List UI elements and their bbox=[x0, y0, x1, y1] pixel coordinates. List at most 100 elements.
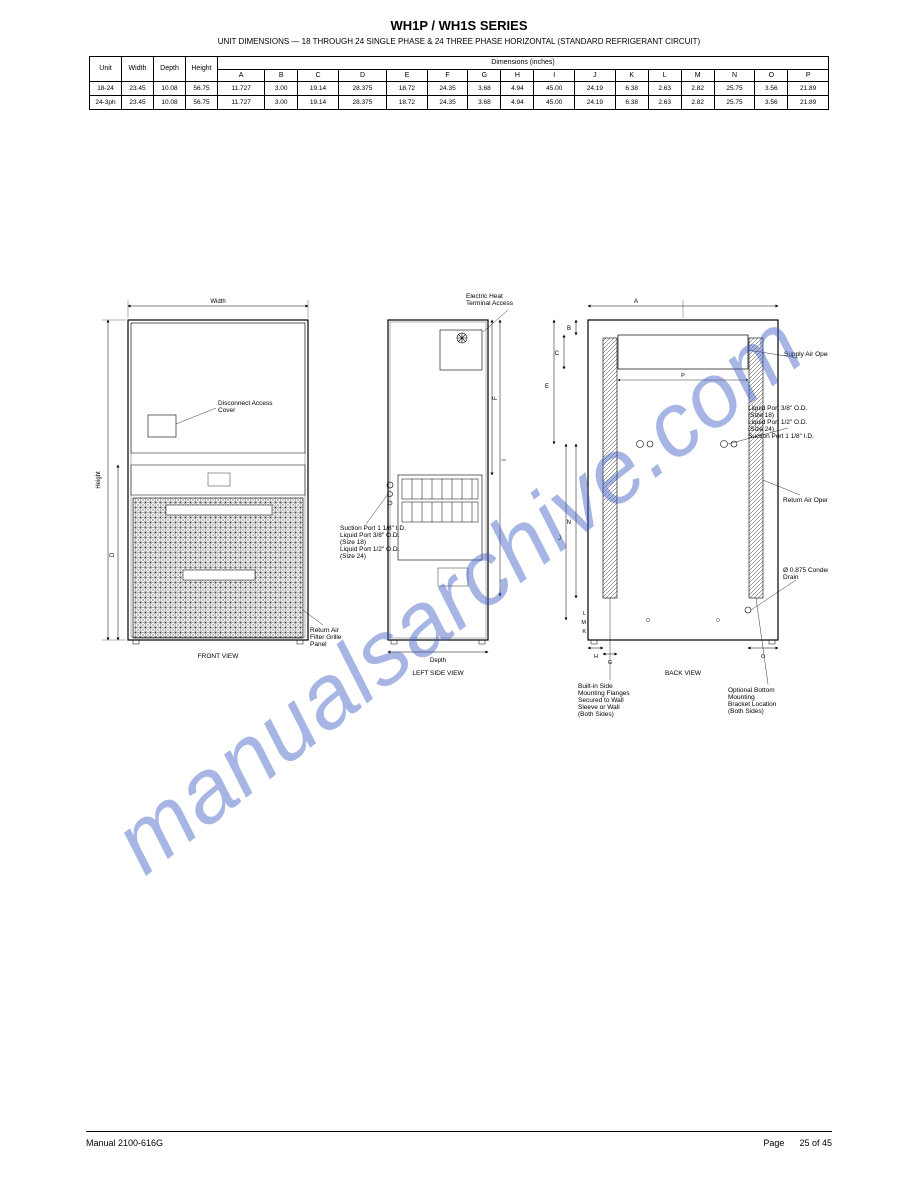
col-K: K bbox=[615, 69, 648, 82]
col-P: P bbox=[788, 69, 829, 82]
dim-B: B bbox=[567, 326, 571, 332]
callout-return: Return Air Opening bbox=[783, 497, 828, 504]
terminal-icon bbox=[457, 333, 467, 343]
cell: 23.45 bbox=[122, 82, 154, 96]
col-O: O bbox=[755, 69, 788, 82]
cell: 2.63 bbox=[648, 82, 681, 96]
col-unit: Unit bbox=[90, 57, 122, 82]
cell: 4.94 bbox=[501, 82, 534, 96]
cell: 3.56 bbox=[755, 82, 788, 96]
col-B: B bbox=[265, 69, 298, 82]
front-view-label: FRONT VIEW bbox=[198, 653, 240, 660]
cell: 56.75 bbox=[186, 96, 218, 110]
cell: 4.94 bbox=[501, 96, 534, 110]
callout-bracket: Optional Bottom Mounting Bracket Locatio… bbox=[728, 687, 778, 715]
table-row: 24-3ph 23.45 10.08 56.75 11.727 3.00 19.… bbox=[90, 96, 829, 110]
cell: 3.00 bbox=[265, 96, 298, 110]
cell: 3.68 bbox=[468, 96, 501, 110]
callout-grille: Return Air Filter Grille Panel bbox=[310, 627, 343, 648]
dim-I: I bbox=[502, 459, 508, 461]
front-view: rect Width Height D FRONT VIEW Disconnec… bbox=[96, 299, 343, 660]
footer-left: Manual 2100-616G bbox=[86, 1138, 163, 1148]
dim-depth: Depth bbox=[430, 658, 446, 664]
col-A: A bbox=[218, 69, 265, 82]
cell: 2.63 bbox=[648, 96, 681, 110]
col-M: M bbox=[681, 69, 714, 82]
cell: 19.14 bbox=[298, 82, 339, 96]
cell: 19.14 bbox=[298, 96, 339, 110]
dim-M: M bbox=[581, 620, 586, 626]
page-subtitle: UNIT DIMENSIONS — 18 THROUGH 24 SINGLE P… bbox=[0, 37, 918, 56]
footer-page-num: 25 of 45 bbox=[799, 1138, 832, 1148]
cell: 28.375 bbox=[338, 82, 386, 96]
callout-electric-heat: Electric Heat Terminal Access bbox=[466, 293, 514, 307]
dim-L: L bbox=[583, 611, 586, 617]
cell: 11.727 bbox=[218, 82, 265, 96]
dim-N: N bbox=[567, 520, 571, 526]
cell: 10.08 bbox=[154, 96, 186, 110]
cell: 24.19 bbox=[575, 96, 616, 110]
cell: 3.56 bbox=[755, 96, 788, 110]
cell: 25.75 bbox=[714, 82, 755, 96]
col-F: F bbox=[427, 69, 468, 82]
dim-K: K bbox=[582, 629, 586, 635]
table-row: 18-24 23.45 10.08 56.75 11.727 3.00 19.1… bbox=[90, 82, 829, 96]
cell: 56.75 bbox=[186, 82, 218, 96]
dim-H: H bbox=[594, 654, 598, 660]
footer-page-label: Page bbox=[763, 1138, 784, 1148]
col-J: J bbox=[575, 69, 616, 82]
dim-E: E bbox=[545, 384, 549, 390]
col-D: D bbox=[338, 69, 386, 82]
dimensions-table: Unit Width Depth Height Dimensions (inch… bbox=[89, 56, 829, 110]
cell: 28.375 bbox=[338, 96, 386, 110]
dim-C: C bbox=[555, 351, 560, 357]
callout-disconnect: Disconnect Access Cover bbox=[218, 400, 274, 414]
callout-flanges: Built-in Side Mounting Flanges Secured t… bbox=[578, 683, 631, 718]
dim-height: Height bbox=[96, 471, 102, 489]
cell: 6.38 bbox=[615, 82, 648, 96]
cell: 21.89 bbox=[788, 82, 829, 96]
dim-P: P bbox=[681, 373, 685, 379]
cell: 3.68 bbox=[468, 82, 501, 96]
col-depth: Depth bbox=[154, 57, 186, 82]
cell: 10.08 bbox=[154, 82, 186, 96]
cell: 2.82 bbox=[681, 82, 714, 96]
callout-drain: Ø 0.875 Condensate Drain bbox=[783, 567, 828, 581]
col-N: N bbox=[714, 69, 755, 82]
col-H: H bbox=[501, 69, 534, 82]
back-view: A B C E N J H G P O L M K BACK VIEW Supp… bbox=[545, 299, 828, 718]
cell: 18.72 bbox=[387, 82, 428, 96]
col-I: I bbox=[534, 69, 575, 82]
dim-O: O bbox=[761, 654, 766, 660]
col-width: Width bbox=[122, 57, 154, 82]
cell: 25.75 bbox=[714, 96, 755, 110]
back-view-label: BACK VIEW bbox=[665, 670, 702, 677]
cell: 24.19 bbox=[575, 82, 616, 96]
dim-J: J bbox=[558, 536, 561, 542]
cell: 11.727 bbox=[218, 96, 265, 110]
footer-right: Page 25 of 45 bbox=[763, 1138, 832, 1148]
engineering-figure: rect Width Height D FRONT VIEW Disconnec… bbox=[88, 280, 828, 760]
col-height: Height bbox=[186, 57, 218, 82]
col-G: G bbox=[468, 69, 501, 82]
page-footer: Manual 2100-616G Page 25 of 45 bbox=[86, 1131, 832, 1148]
cell: 18.72 bbox=[387, 96, 428, 110]
cell: 6.38 bbox=[615, 96, 648, 110]
callout-supply: Supply Air Opening bbox=[784, 351, 828, 358]
cell: 21.89 bbox=[788, 96, 829, 110]
col-group: Dimensions (inches) bbox=[218, 57, 829, 70]
dim-width: Width bbox=[210, 299, 225, 305]
cell: 23.45 bbox=[122, 96, 154, 110]
col-C: C bbox=[298, 69, 339, 82]
cell: 45.00 bbox=[534, 96, 575, 110]
cell: 3.00 bbox=[265, 82, 298, 96]
cell: 45.00 bbox=[534, 82, 575, 96]
cell: 24.35 bbox=[427, 96, 468, 110]
dim-D: D bbox=[110, 552, 116, 557]
col-E: E bbox=[387, 69, 428, 82]
cell: 18-24 bbox=[90, 82, 122, 96]
page-title: WH1P / WH1S SERIES bbox=[0, 0, 918, 37]
callout-ports: Suction Port 1 1/8" I.D. Liquid Port 3/8… bbox=[340, 525, 408, 560]
callout-ports-back: Liquid Port 3/8" O.D. (Size 18) Liquid P… bbox=[748, 405, 814, 440]
cell: 2.82 bbox=[681, 96, 714, 110]
